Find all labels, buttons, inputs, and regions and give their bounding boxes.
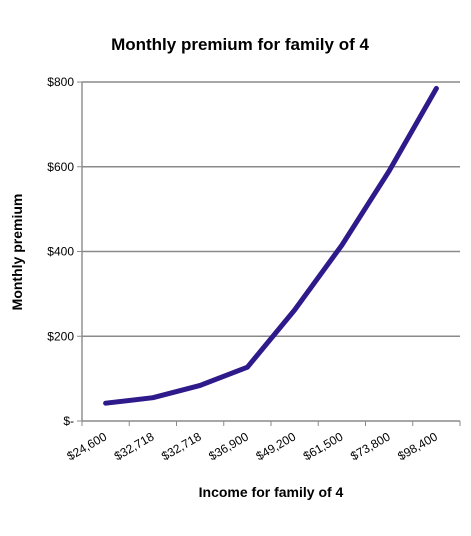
y-tick-label: $200 bbox=[47, 329, 74, 343]
x-axis-label: Income for family of 4 bbox=[199, 484, 344, 500]
x-tick-label: $32,718 bbox=[112, 429, 157, 463]
x-axis-ticks: $24,600 $32,718 $32,718 $36,900 $49,200 $61,5… bbox=[65, 421, 461, 463]
x-tick-label: $24,600 bbox=[65, 429, 110, 463]
x-tick-label: $61,500 bbox=[301, 429, 346, 463]
x-tick-label: $36,900 bbox=[206, 429, 251, 463]
series-group bbox=[103, 85, 439, 406]
x-tick-label: $49,200 bbox=[254, 429, 299, 463]
y-tick-label: $800 bbox=[47, 75, 74, 89]
y-tick-label: $- bbox=[63, 414, 74, 428]
y-tick-label: $600 bbox=[47, 160, 74, 174]
x-tick-label: $32,718 bbox=[159, 429, 204, 463]
x-tick-label: $73,800 bbox=[348, 429, 393, 463]
y-tick-label: $400 bbox=[47, 245, 74, 259]
chart-title: Monthly premium for family of 4 bbox=[111, 35, 369, 54]
gridlines bbox=[82, 81, 460, 337]
series-line bbox=[103, 85, 439, 406]
x-tick-label: $98,400 bbox=[395, 429, 440, 463]
y-axis-ticks: $- $200 $400 $600 $800 bbox=[47, 75, 82, 428]
y-axis-label: Monthly premium bbox=[9, 194, 25, 311]
